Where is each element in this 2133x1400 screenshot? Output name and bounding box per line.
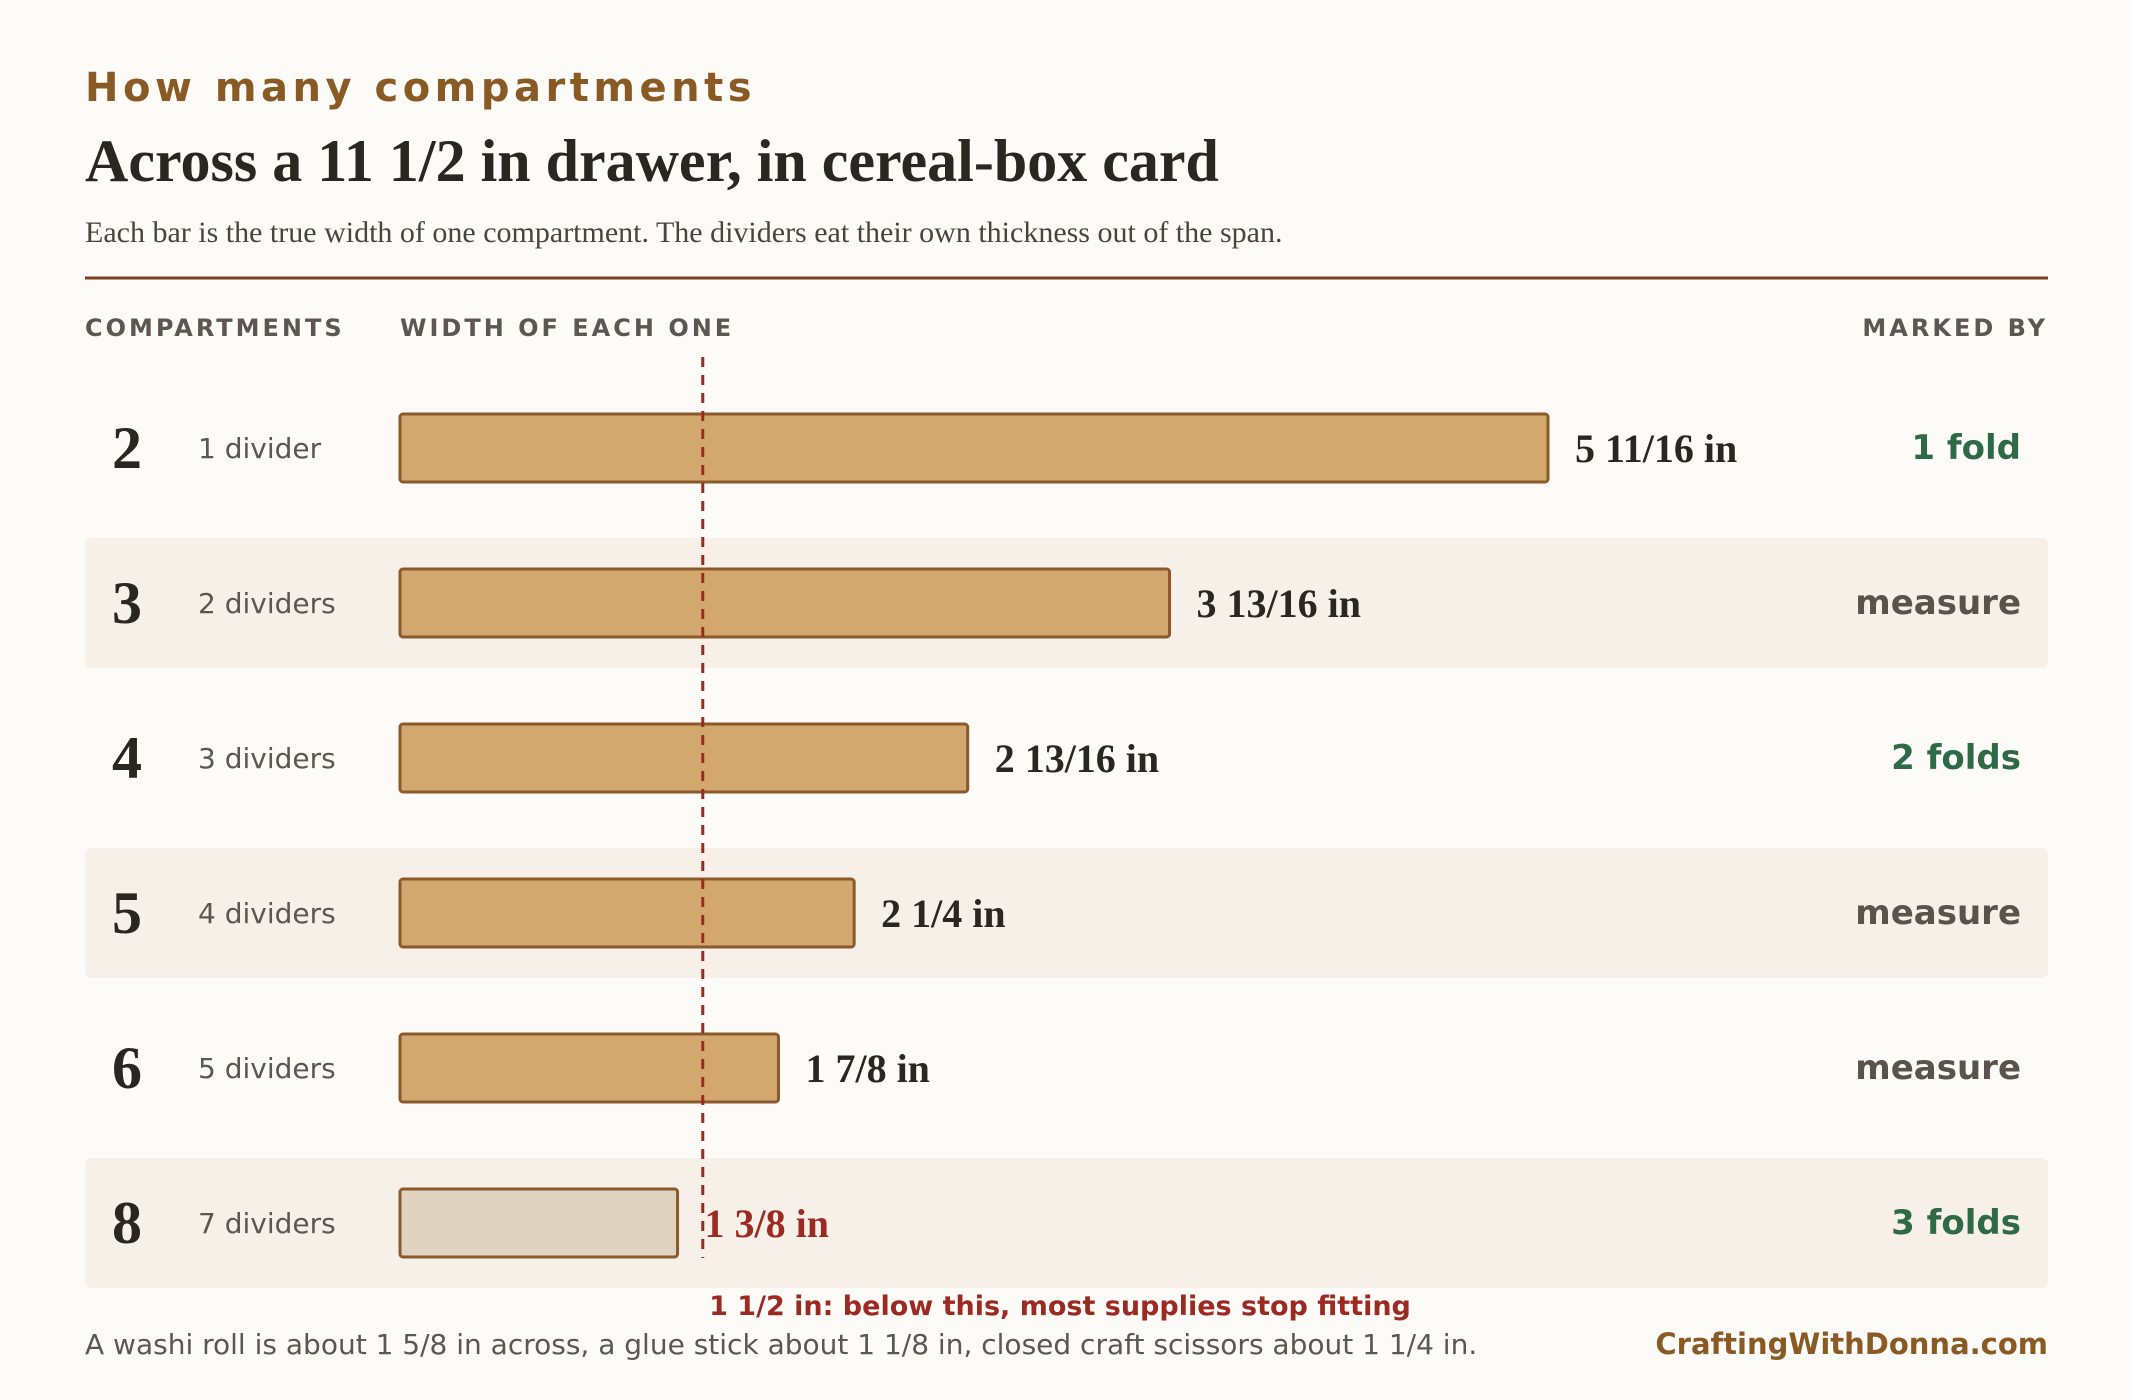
bar-value-label: 1 7/8 in [805, 1046, 929, 1091]
divider-count: 2 dividers [198, 587, 336, 620]
compartment-bar [398, 722, 970, 794]
threshold-label: 1 1/2 in: below this, most supplies stop… [709, 1291, 1411, 1322]
column-header-marked-by: MARKED BY [1862, 314, 2048, 342]
divider-count: 7 dividers [198, 1207, 336, 1240]
compartment-count: 6 [112, 1035, 142, 1101]
marked-by-label: 1 fold [1911, 428, 2021, 468]
bar-value-label: 2 13/16 in [995, 736, 1159, 781]
divider-count: 1 divider [198, 432, 322, 465]
divider-count: 3 dividers [198, 742, 336, 775]
bar-value-label: 1 3/8 in [705, 1201, 829, 1246]
column-header-compartments: COMPARTMENTS [85, 314, 345, 342]
compartment-count: 5 [112, 880, 142, 946]
chart-kicker: How many compartments [85, 65, 756, 111]
compartment-bar [398, 1187, 680, 1259]
footer-brand: CraftingWithDonna.com [1655, 1327, 2048, 1361]
row-band [85, 848, 2048, 978]
row-band [85, 1158, 2048, 1288]
compartment-count: 4 [112, 725, 142, 791]
chart-title: Across a 11 1/2 in drawer, in cereal-box… [85, 128, 1219, 194]
marked-by-label: measure [1855, 893, 2021, 933]
divider-count: 5 dividers [198, 1052, 336, 1085]
compartment-bar [398, 1032, 780, 1104]
marked-by-label: 3 folds [1891, 1203, 2021, 1243]
compartment-count: 3 [112, 570, 142, 636]
footer-note: A washi roll is about 1 5/8 in across, a… [85, 1328, 1477, 1361]
bar-value-label: 3 13/16 in [1197, 581, 1361, 626]
compartment-count: 8 [112, 1190, 142, 1256]
compartment-bar [398, 877, 856, 949]
bar-value-label: 5 11/16 in [1575, 426, 1737, 471]
chart-rows: 2 1 divider 5 11/16 in 1 fold 3 2 dividers 3 1… [85, 412, 2048, 1288]
chart-subtitle: Each bar is the true width of one compar… [85, 216, 1282, 249]
divider-count: 4 dividers [198, 897, 336, 930]
marked-by-label: measure [1855, 1048, 2021, 1088]
compartment-bar [398, 412, 1550, 484]
marked-by-label: measure [1855, 583, 2021, 623]
bar-value-label: 2 1/4 in [881, 891, 1005, 936]
compartment-bar [398, 567, 1172, 639]
column-header-width: WIDTH OF EACH ONE [400, 314, 734, 342]
compartment-count: 2 [112, 415, 142, 481]
marked-by-label: 2 folds [1891, 738, 2021, 778]
